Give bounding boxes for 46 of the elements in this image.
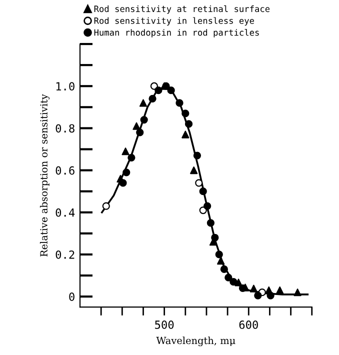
- x-tick-label: 500: [155, 320, 174, 329]
- point: [199, 188, 207, 196]
- point: [119, 179, 127, 187]
- point: [184, 120, 193, 128]
- x-axis-title: Wavelength, mμ: [156, 336, 236, 346]
- point: [182, 130, 190, 138]
- point: [254, 292, 262, 300]
- point: [206, 219, 215, 227]
- point: [176, 99, 184, 107]
- y-axis-title: Relative absorption or sensitivity: [40, 94, 50, 257]
- point: [224, 274, 232, 282]
- point: [139, 99, 148, 107]
- y-tick-label: 0: [69, 292, 74, 301]
- y-tick-label: 0.8: [56, 124, 74, 133]
- point: [140, 116, 148, 124]
- point: [136, 128, 144, 136]
- point: [122, 168, 130, 176]
- x-tick-label: 600: [239, 320, 258, 329]
- point: [220, 265, 228, 274]
- y-tick-label: 1.0: [56, 82, 74, 91]
- point: [211, 234, 219, 242]
- point: [294, 288, 302, 296]
- point: [167, 86, 175, 94]
- point: [193, 152, 202, 160]
- point: [230, 278, 238, 286]
- y-tick-label: 0.4: [56, 208, 75, 217]
- point: [190, 166, 198, 174]
- legend-label: Rod sensitivity at retinal surface: [94, 5, 270, 14]
- point: [154, 86, 162, 94]
- point: [122, 148, 130, 156]
- point: [204, 202, 212, 210]
- legend-label: Human rhodopsin in rod particles: [94, 29, 259, 38]
- point: [276, 286, 284, 294]
- point: [128, 154, 136, 162]
- point: [102, 202, 110, 210]
- point: [182, 110, 190, 118]
- point: [217, 256, 225, 265]
- point: [266, 292, 274, 300]
- point: [132, 122, 140, 130]
- point: [148, 94, 156, 103]
- legend-label: Rod sensitivity in lensless eye: [94, 17, 254, 26]
- point: [215, 250, 223, 258]
- y-tick-label: 0.2: [56, 250, 74, 259]
- point: [195, 179, 203, 187]
- point: [250, 284, 258, 292]
- y-tick-label: 0.6: [56, 166, 74, 175]
